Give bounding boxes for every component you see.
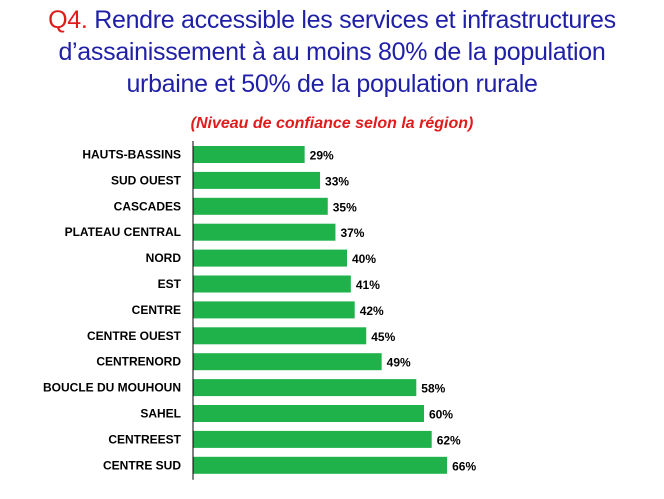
bar-hauts-bassins	[193, 146, 305, 163]
category-label-cascades: CASCADES	[114, 199, 181, 213]
category-label-centre: CENTRE	[132, 303, 181, 317]
category-labels: HAUTS-BASSINS SUD OUEST CASCADES PLATEAU CE…	[43, 148, 182, 473]
bar-plateau-central	[193, 223, 336, 241]
value-label-sahel: 60%	[429, 408, 453, 422]
category-label-centre-ouest: CENTRE OUEST	[87, 329, 182, 343]
category-label-sahel: SAHEL	[140, 407, 181, 421]
title-line-1: Rendre accessible les services et infras…	[87, 6, 616, 34]
value-label-hauts-bassins: 29%	[310, 149, 334, 163]
value-label-plateau-central: 37%	[340, 226, 364, 240]
bar-est	[193, 275, 351, 293]
bar-centre-ouest	[193, 327, 367, 345]
question-number: Q4.	[48, 6, 88, 34]
value-label-centre-ouest: 45%	[371, 330, 395, 344]
chart-title: Q4. Rendre accessible les services et in…	[0, 4, 664, 100]
value-label-centre: 42%	[360, 304, 384, 318]
bar-sahel	[193, 405, 424, 422]
category-label-hauts-bassins: HAUTS-BASSINS	[82, 148, 181, 162]
bar-centreest	[193, 430, 432, 448]
value-label-nord: 40%	[352, 252, 376, 266]
bar-boucle-du-mouhoun	[193, 379, 417, 397]
chart-subtitle: (Niveau de confiance selon la région)	[190, 115, 474, 132]
value-label-boucle-du-mouhoun: 58%	[421, 382, 445, 396]
category-label-centreest: CENTREEST	[108, 432, 181, 446]
bar-centrenord	[193, 353, 382, 371]
bars-group	[193, 146, 448, 474]
category-label-nord: NORD	[146, 251, 182, 265]
category-label-est: EST	[158, 277, 182, 291]
title-line-2: d’assainissement à au moins 80% de la po…	[58, 38, 606, 66]
bar-nord	[193, 249, 347, 267]
value-labels: 29% 33% 35% 37% 40% 41% 42% 45% 49% 58% 60% 62% 66%	[310, 149, 477, 474]
category-label-centre-sud: CENTRE SUD	[103, 458, 181, 472]
bar-centre-sud	[193, 456, 448, 474]
bar-centre	[193, 301, 355, 319]
value-label-sud-ouest: 33%	[325, 174, 349, 188]
value-label-est: 41%	[356, 278, 380, 292]
value-label-cascades: 35%	[333, 200, 357, 214]
value-label-centrenord: 49%	[387, 356, 411, 370]
category-label-plateau-central: PLATEAU CENTRAL	[65, 225, 181, 239]
bar-cascades	[193, 197, 328, 215]
value-label-centre-sud: 66%	[452, 459, 476, 473]
category-label-sud-ouest: SUD OUEST	[111, 173, 182, 187]
category-label-boucle-du-mouhoun: BOUCLE DU MOUHOUN	[43, 381, 181, 395]
bar-sud-ouest	[193, 171, 321, 189]
category-label-centrenord: CENTRENORD	[96, 355, 181, 369]
value-label-centreest: 62%	[437, 433, 461, 447]
title-line-3: urbaine et 50% de la population rurale	[126, 70, 538, 98]
